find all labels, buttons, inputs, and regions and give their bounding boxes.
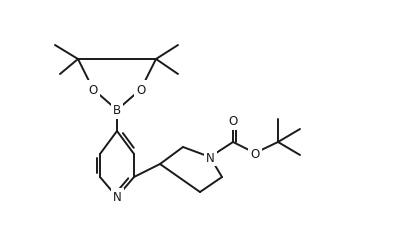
Text: B: B — [113, 104, 121, 117]
Text: N: N — [113, 191, 121, 204]
Text: O: O — [88, 83, 98, 96]
Text: O: O — [250, 147, 260, 160]
Text: N: N — [206, 151, 215, 164]
Text: O: O — [228, 115, 238, 128]
Text: O: O — [137, 83, 145, 96]
